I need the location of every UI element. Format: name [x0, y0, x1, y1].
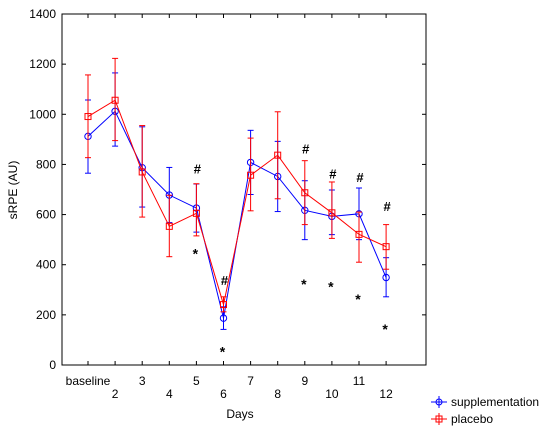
legend-label: placebo — [451, 412, 493, 426]
data-point — [192, 209, 200, 217]
data-point — [274, 151, 282, 159]
x-tick-label: 3 — [139, 374, 146, 388]
legend-box — [428, 390, 548, 428]
data-point — [382, 243, 390, 251]
legend-marker — [435, 398, 443, 406]
y-tick-label: 1200 — [29, 57, 56, 71]
x-tick-label: 5 — [193, 374, 200, 388]
data-point — [84, 113, 92, 121]
y-tick-label: 1000 — [29, 107, 56, 121]
y-tick-label: 200 — [36, 308, 56, 322]
hash-marker: # — [302, 141, 310, 156]
data-point — [219, 314, 228, 322]
legend-label: supplementation — [451, 395, 539, 409]
legend-marker — [435, 415, 443, 423]
asterisk-marker: * — [382, 321, 388, 337]
y-tick-label: 800 — [36, 157, 56, 171]
series-supplementation — [84, 72, 390, 330]
hash-marker: # — [383, 199, 391, 214]
x-tick-label: 10 — [325, 387, 339, 401]
x-tick-label: 8 — [274, 387, 281, 401]
data-point — [220, 301, 227, 309]
y-tick-label: 400 — [36, 258, 56, 272]
asterisk-marker: * — [193, 246, 199, 262]
series-line — [87, 110, 387, 319]
x-tick-label: 9 — [301, 374, 308, 388]
data-point — [247, 171, 255, 179]
data-point — [382, 273, 390, 282]
asterisk-marker: * — [328, 278, 334, 294]
legend: supplementation placebo — [428, 390, 548, 428]
y-tick-label: 600 — [36, 208, 56, 222]
y-tick-label: 1400 — [29, 7, 56, 21]
x-tick-label: 4 — [166, 387, 173, 401]
data-point — [165, 222, 173, 230]
x-tick-label: 6 — [220, 387, 227, 401]
series-layer — [84, 57, 390, 330]
data-point — [355, 230, 363, 238]
plot-frame — [61, 13, 427, 366]
x-tick-label: 12 — [379, 387, 393, 401]
series-line — [87, 99, 387, 305]
x-axis-title: Days — [226, 407, 253, 421]
data-point — [111, 96, 119, 104]
hash-marker: # — [329, 166, 337, 181]
data-point — [328, 209, 336, 217]
data-point — [301, 189, 309, 197]
data-point — [138, 168, 146, 176]
x-tick-label: 11 — [353, 374, 366, 388]
y-axis-title: sRPE (AU) — [6, 161, 20, 220]
hash-marker: # — [221, 273, 229, 288]
x-tick-label: 7 — [247, 374, 254, 388]
x-tick-label: baseline — [66, 374, 111, 388]
x-tick-label: 2 — [112, 387, 119, 401]
asterisk-marker: * — [301, 276, 307, 292]
y-tick-label: 0 — [49, 358, 56, 372]
hash-marker: # — [194, 161, 202, 176]
asterisk-marker: * — [220, 343, 226, 359]
hash-marker: # — [356, 170, 364, 185]
asterisk-marker: * — [355, 291, 361, 307]
series-placebo — [84, 57, 390, 313]
annotations-layer: # # # # # # * * * * * * — [193, 141, 392, 359]
